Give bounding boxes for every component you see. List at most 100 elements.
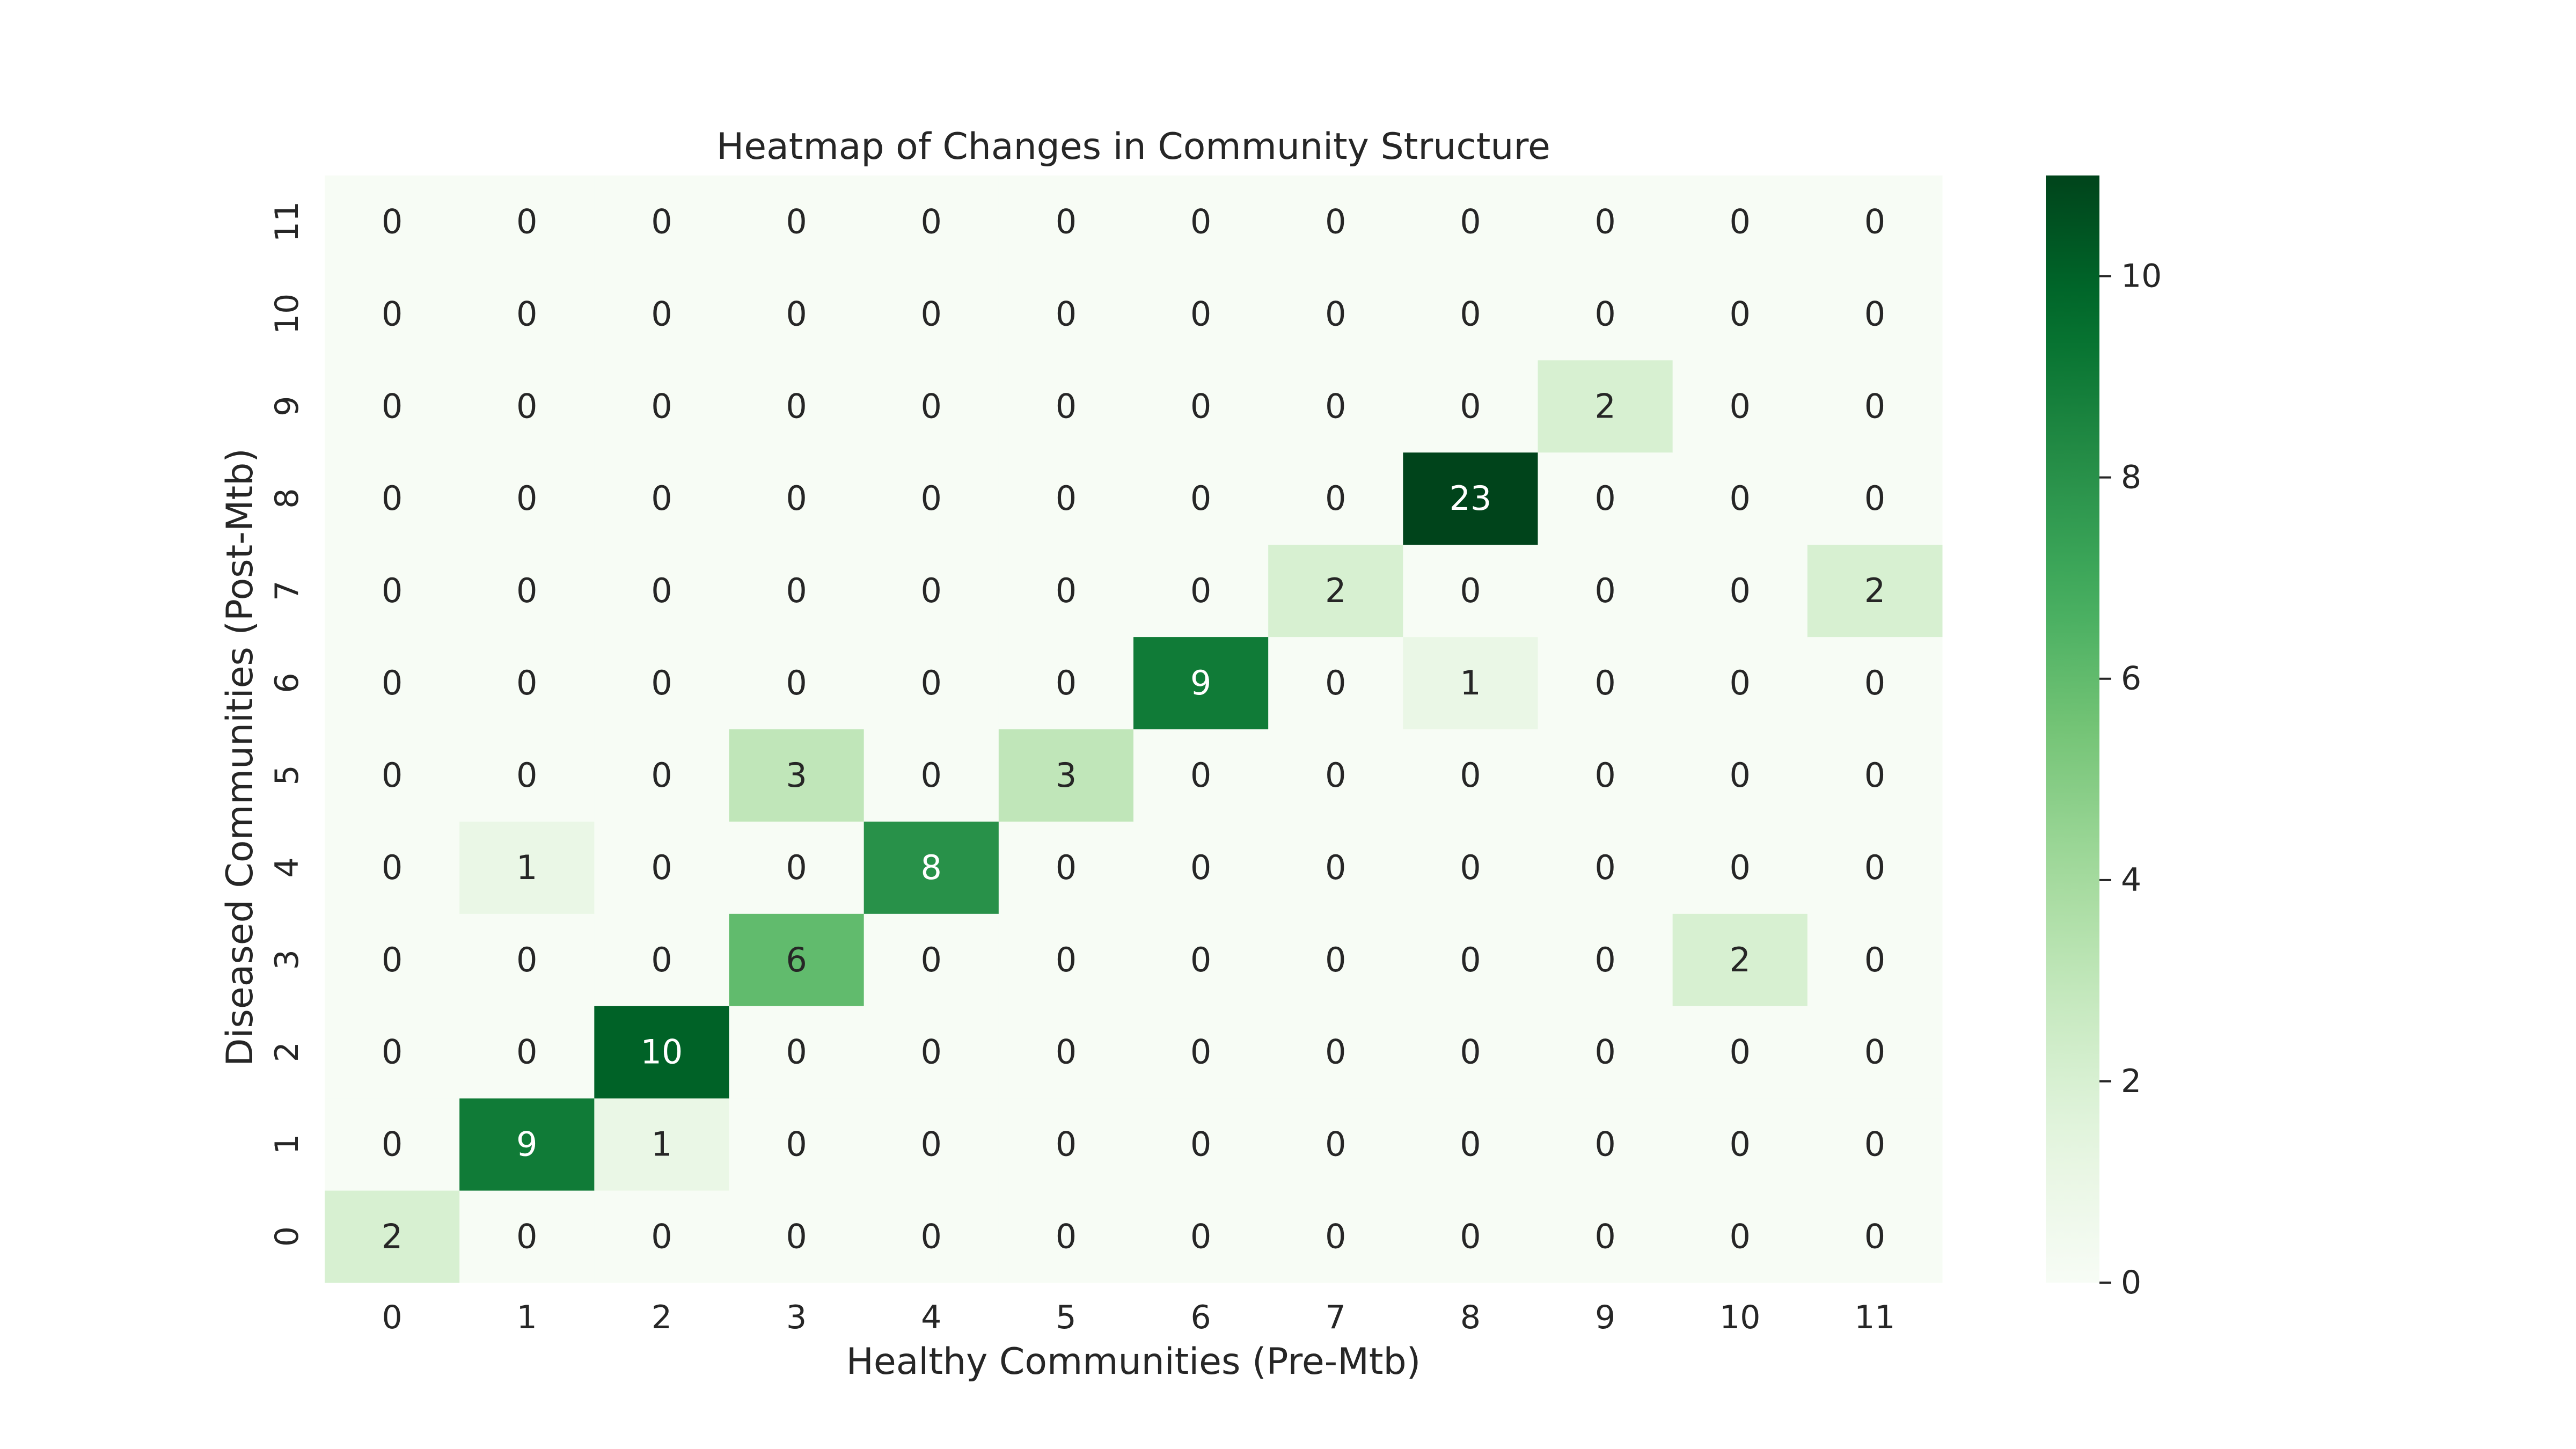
heatmap-cell [1268, 729, 1403, 822]
x-tick-label: 10 [1719, 1299, 1760, 1336]
cell-value-label: 0 [1730, 663, 1751, 702]
y-tick-label: 5 [268, 765, 306, 785]
heatmap-cell [594, 452, 729, 545]
cell-value-label: 0 [921, 386, 942, 426]
heatmap-cell [863, 360, 999, 453]
heatmap-cell [325, 360, 460, 453]
heatmap-cell [1268, 267, 1403, 361]
y-tick-label: 2 [268, 1042, 306, 1062]
cell-value-label: 0 [1460, 571, 1481, 610]
heatmap-cell [459, 729, 595, 822]
cell-value-label: 2 [1864, 571, 1885, 610]
heatmap-cell [863, 267, 999, 361]
heatmap-cell [1807, 1098, 1943, 1191]
cell-value-label: 0 [786, 1033, 807, 1072]
heatmap-cell [1672, 1006, 1808, 1099]
cell-value-label: 3 [786, 756, 807, 795]
heatmap-cell [594, 175, 729, 268]
cell-value-label: 0 [921, 1033, 942, 1072]
cell-value-label: 0 [1594, 663, 1615, 702]
cell-value-label: 0 [1594, 1033, 1615, 1072]
heatmap-cell [1672, 175, 1808, 268]
cell-value-label: 0 [921, 940, 942, 979]
heatmap-cell [729, 1006, 865, 1099]
heatmap-cell [1403, 729, 1538, 822]
heatmap-cell [594, 360, 729, 453]
cell-value-label: 0 [1190, 1125, 1211, 1164]
y-tick-label: 9 [268, 396, 306, 416]
cell-value-label: 0 [1730, 386, 1751, 426]
heatmap-cell [729, 729, 865, 822]
heatmap-cell [1133, 1006, 1269, 1099]
cell-value-label: 0 [1190, 848, 1211, 887]
cell-value-label: 0 [1056, 1217, 1077, 1256]
x-tick-label: 0 [382, 1299, 402, 1336]
cell-value-label: 0 [1864, 386, 1885, 426]
cell-value-label: 0 [1460, 294, 1481, 333]
heatmap-cell [1807, 913, 1943, 1006]
x-tick-label: 7 [1326, 1299, 1346, 1336]
heatmap-cell [998, 267, 1134, 361]
cell-value-label: 0 [1325, 1125, 1346, 1164]
cell-value-label: 0 [1325, 1033, 1346, 1072]
cell-value-label: 0 [1190, 294, 1211, 333]
cell-value-label: 0 [651, 1217, 672, 1256]
heatmap-cell [1672, 544, 1808, 638]
heatmap-cell [1672, 267, 1808, 361]
cell-value-label: 0 [1864, 294, 1885, 333]
cell-value-label: 0 [921, 756, 942, 795]
cell-value-label: 0 [1460, 202, 1481, 241]
cell-value-label: 0 [786, 294, 807, 333]
heatmap-cell [998, 636, 1134, 729]
cell-value-label: 0 [921, 663, 942, 702]
heatmap-cell [1807, 360, 1943, 453]
y-axis-ticks: 0 1 2 3 4 5 6 7 8 9 10 11 [268, 201, 306, 1247]
cell-value-label: 0 [786, 571, 807, 610]
cell-value-label: 0 [921, 479, 942, 518]
colorbar-tick-label: 10 [2121, 258, 2162, 295]
heatmap-cell [998, 452, 1134, 545]
cell-value-label: 0 [1190, 202, 1211, 241]
cell-value-label: 0 [921, 571, 942, 610]
heatmap-cell [863, 1006, 999, 1099]
cell-value-label: 0 [382, 848, 402, 887]
cell-value-label: 8 [921, 848, 942, 887]
heatmap-cell [863, 729, 999, 822]
y-tick-label: 1 [268, 1134, 306, 1154]
cell-value-label: 0 [1056, 386, 1077, 426]
cell-value-label: 0 [1460, 1033, 1481, 1072]
heatmap-cell [729, 1098, 865, 1191]
cell-value-label: 0 [1190, 571, 1211, 610]
heatmap-cell [998, 1098, 1134, 1191]
heatmap-cell [863, 1190, 999, 1283]
cell-value-label: 0 [1864, 756, 1885, 795]
chart-title: Heatmap of Changes in Community Structur… [716, 126, 1550, 168]
cell-value-label: 0 [516, 1033, 537, 1072]
cell-value-label: 0 [382, 663, 402, 702]
cell-value-label: 0 [1730, 848, 1751, 887]
heatmap-cell [863, 1098, 999, 1191]
cell-value-label: 0 [382, 202, 402, 241]
cell-value-label: 0 [1190, 756, 1211, 795]
cell-value-label: 6 [786, 940, 807, 979]
heatmap-cell [1403, 452, 1538, 545]
heatmap-cell [594, 1190, 729, 1283]
cell-value-label: 0 [1594, 848, 1615, 887]
cell-value-label: 0 [1864, 479, 1885, 518]
heatmap-cell [1807, 821, 1943, 914]
heatmap-cell [1403, 636, 1538, 729]
cell-value-label: 0 [1190, 386, 1211, 426]
heatmap-cell [1268, 544, 1403, 638]
heatmap-cell [459, 360, 595, 453]
heatmap-cell [1672, 452, 1808, 545]
x-tick-label: 11 [1854, 1299, 1895, 1336]
cell-value-label: 0 [1056, 1033, 1077, 1072]
heatmap-cell [729, 175, 865, 268]
heatmap-cell [729, 267, 865, 361]
cell-value-label: 0 [1325, 663, 1346, 702]
cell-value-label: 0 [786, 1125, 807, 1164]
heatmap-cell [1538, 175, 1673, 268]
cell-value-label: 0 [382, 1125, 402, 1164]
heatmap-cell [1538, 1190, 1673, 1283]
